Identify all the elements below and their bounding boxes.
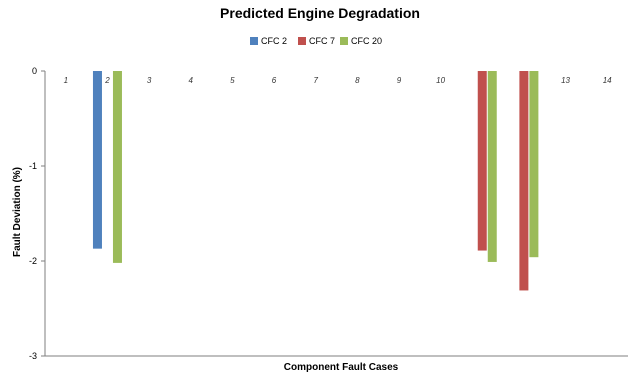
bar-cfc-20-case-12 xyxy=(529,71,539,258)
x-tick-label: 10 xyxy=(436,76,445,85)
plot-area: 0-1-2-31234567891011121314 xyxy=(29,66,628,361)
bar-cfc-7-case-11 xyxy=(477,71,487,251)
x-tick-label: 14 xyxy=(603,76,612,85)
legend-swatch-2 xyxy=(298,37,306,45)
y-tick-label: -3 xyxy=(29,351,37,361)
x-tick-label: 4 xyxy=(189,76,194,85)
y-axis-label: Fault Deviation (%) xyxy=(12,167,23,257)
bar-cfc-2-case-2 xyxy=(92,71,102,249)
legend-label-2: CFC 7 xyxy=(309,36,335,46)
x-tick-label: 1 xyxy=(64,76,68,85)
legend: CFC 2 CFC 7 CFC 20 xyxy=(250,36,382,46)
bar-cfc-20-case-2 xyxy=(112,71,122,263)
legend-label-3: CFC 20 xyxy=(351,36,382,46)
x-tick-label: 7 xyxy=(313,76,318,85)
chart-title: Predicted Engine Degradation xyxy=(220,5,420,21)
x-tick-label: 2 xyxy=(104,76,110,85)
x-tick-label: 3 xyxy=(147,76,152,85)
bar-cfc-7-case-12 xyxy=(519,71,529,291)
y-tick-label: -1 xyxy=(29,161,37,171)
y-tick-label: -2 xyxy=(29,256,37,266)
legend-swatch-3 xyxy=(340,37,348,45)
x-tick-label: 13 xyxy=(561,76,570,85)
x-tick-label: 6 xyxy=(272,76,277,85)
y-tick-label: 0 xyxy=(32,66,37,76)
bar-cfc-20-case-11 xyxy=(487,71,497,262)
legend-label-1: CFC 2 xyxy=(261,36,287,46)
x-axis-label: Component Fault Cases xyxy=(284,362,399,373)
x-tick-label: 5 xyxy=(230,76,235,85)
legend-swatch-1 xyxy=(250,37,258,45)
x-tick-label: 8 xyxy=(355,76,360,85)
x-tick-label: 9 xyxy=(397,76,402,85)
